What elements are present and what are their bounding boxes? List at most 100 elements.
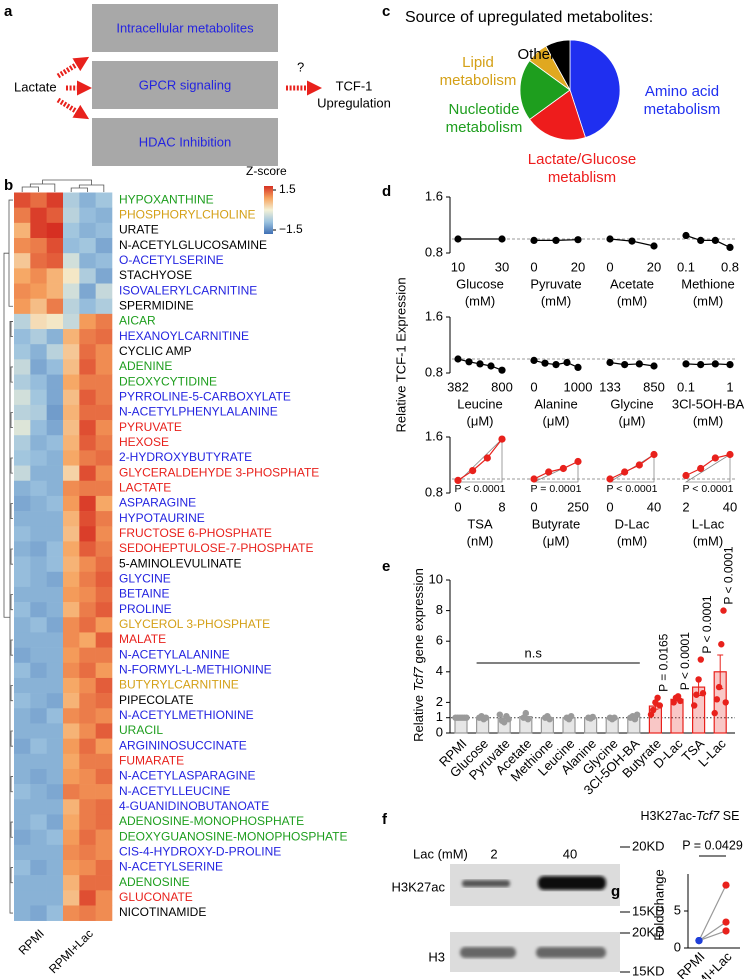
heatmap-cell xyxy=(79,768,96,785)
heatmap-cell xyxy=(79,313,96,330)
heatmap-cell xyxy=(95,511,113,527)
heatmap-cell xyxy=(95,753,113,770)
heatmap-cell xyxy=(79,435,96,451)
heatmap-cell xyxy=(63,192,80,208)
dose-point xyxy=(682,360,690,368)
ns-label: n.s xyxy=(525,645,543,660)
row-label: URATE xyxy=(119,223,159,237)
dose-point xyxy=(574,363,582,371)
heatmap-cell xyxy=(63,435,80,451)
panel-name: L-Lac xyxy=(692,516,725,531)
panel-name: Alanine xyxy=(534,396,577,411)
x-tick-label: 8 xyxy=(498,499,505,514)
heatmap-cell xyxy=(46,404,64,421)
panel-unit: (mM) xyxy=(693,413,723,428)
dendrogram xyxy=(8,199,13,307)
pie-label: Lactate/Glucose xyxy=(528,151,636,168)
dendrogram xyxy=(9,321,13,914)
dendrogram xyxy=(10,366,13,383)
heatmap-cell xyxy=(95,238,113,254)
heatmap-cell xyxy=(95,571,113,588)
heatmap-cell xyxy=(30,784,47,800)
heatmap-cell xyxy=(79,632,96,648)
dose-point xyxy=(650,362,658,370)
heatmap-cell xyxy=(79,526,96,542)
heatmap-cell xyxy=(63,450,80,466)
panel-letter: e xyxy=(382,558,390,575)
heatmap-cell xyxy=(30,693,47,709)
heatmap-cell xyxy=(30,374,47,391)
heatmap-cell xyxy=(14,192,31,208)
heatmap-cell xyxy=(79,389,96,406)
heatmap-cell xyxy=(63,420,80,436)
heatmap-cell xyxy=(63,768,80,785)
data-point xyxy=(505,716,512,723)
heatmap-cell xyxy=(95,890,113,906)
heatmap-cell xyxy=(63,571,80,588)
x-tick-label: 0.1 xyxy=(677,379,695,394)
heatmap-cell xyxy=(14,374,31,391)
heatmap-cell xyxy=(79,677,96,694)
heatmap-cell xyxy=(30,404,47,421)
dose-point xyxy=(574,236,582,244)
heatmap-cell xyxy=(63,814,80,830)
heatmap-cell xyxy=(46,222,64,239)
colorbar-title: Z-score xyxy=(246,164,287,178)
heatmap-cell xyxy=(14,253,31,269)
heatmap-cell xyxy=(30,253,47,269)
data-point xyxy=(722,699,729,706)
heatmap-cell xyxy=(63,738,80,755)
heatmap-cell xyxy=(63,268,80,284)
heatmap-cell xyxy=(14,859,31,876)
heatmap-cell xyxy=(14,753,31,770)
heatmap-cell xyxy=(95,435,113,451)
heatmap-cell xyxy=(46,495,64,512)
dose-point xyxy=(498,235,506,243)
data-point xyxy=(693,691,700,698)
heatmap-cell xyxy=(79,298,96,315)
row-label: PYRROLINE-5-CARBOXYLATE xyxy=(119,389,291,403)
heatmap-cell xyxy=(63,389,80,406)
heatmap-cell xyxy=(14,495,31,512)
y-tick-label: 0 xyxy=(674,939,681,954)
heatmap-cell xyxy=(30,480,47,497)
heatmap-cell xyxy=(30,571,47,588)
y-tick-label: 1 xyxy=(436,709,443,724)
row-label: PIPECOLATE xyxy=(119,693,193,707)
panel-unit: (nM) xyxy=(467,533,494,548)
heatmap-cell xyxy=(30,814,47,830)
heatmap-cell xyxy=(46,480,64,497)
heatmap-cell xyxy=(30,844,47,861)
data-point xyxy=(711,709,718,717)
question-mark: ? xyxy=(297,59,304,74)
panel-unit: (μM) xyxy=(619,413,646,428)
heatmap-cell xyxy=(46,511,64,527)
x-tick-label: 0 xyxy=(606,499,613,514)
row-label: MALATE xyxy=(119,632,166,646)
heatmap-cell xyxy=(14,541,31,557)
dose-point xyxy=(606,358,614,367)
heatmap-cell xyxy=(14,844,31,861)
heatmap-cell xyxy=(95,359,113,375)
heatmap-cell xyxy=(46,526,64,542)
data-point xyxy=(589,713,596,721)
panel-letter: d xyxy=(382,183,391,200)
blot-band xyxy=(538,876,606,890)
chart-title-part: H3K27ac- xyxy=(641,809,697,823)
heatmap-cell xyxy=(46,420,64,436)
row-label: 5-AMINOLEVULINATE xyxy=(119,556,241,570)
marker-label: 15KD xyxy=(632,963,665,978)
dendrogram xyxy=(3,252,10,618)
heatmap-cell xyxy=(30,632,47,648)
heatmap-cell xyxy=(63,359,80,375)
row-label: N-ACETYLASPARAGINE xyxy=(119,769,255,783)
heatmap-cell xyxy=(46,298,64,315)
y-tick-label: 0.8 xyxy=(425,484,443,499)
heatmap-cell xyxy=(79,374,96,391)
heatmap-cell xyxy=(14,814,31,830)
heatmap-cell xyxy=(95,222,113,239)
heatmap-cell xyxy=(79,344,96,360)
panel-letter: c xyxy=(382,3,390,20)
heatmap-cell xyxy=(46,753,64,770)
heatmap-cell xyxy=(14,313,31,330)
